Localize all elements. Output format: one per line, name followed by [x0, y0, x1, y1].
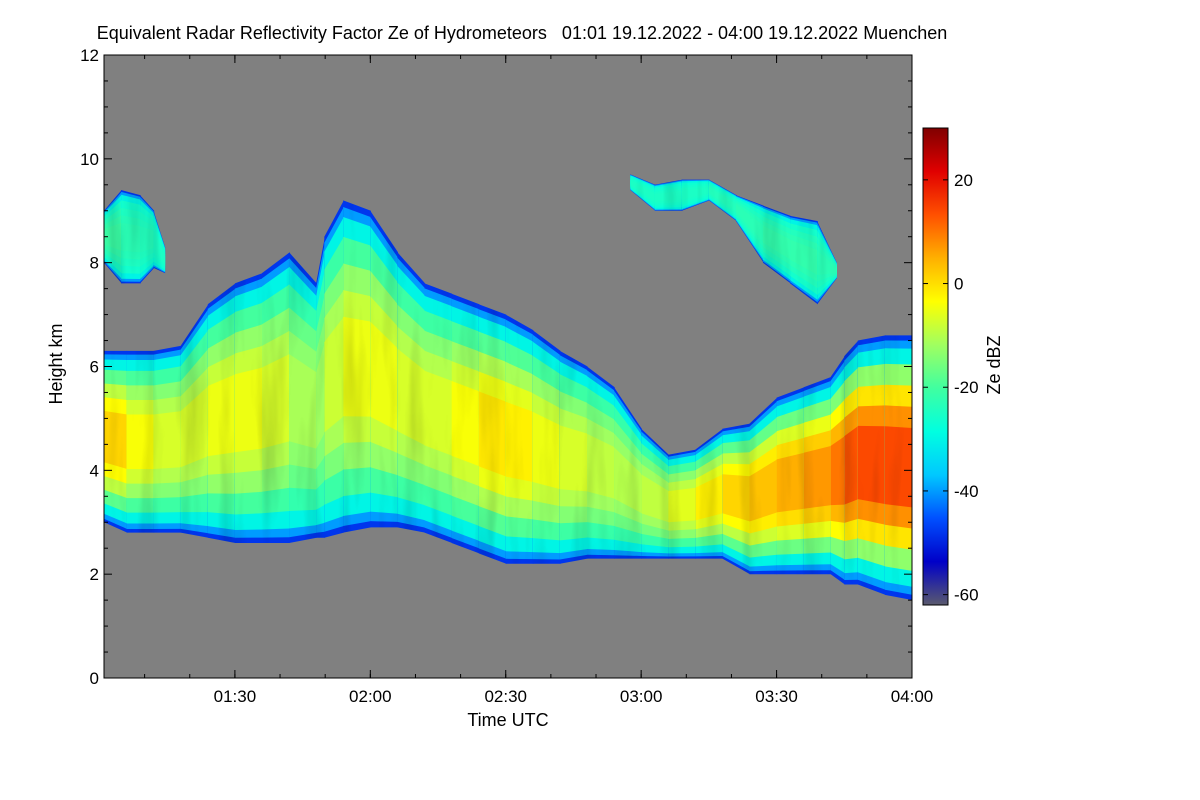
x-tick-label: 02:30	[484, 687, 527, 706]
colorbar-tick-label: 20	[954, 171, 973, 190]
cloud-texture	[104, 190, 165, 284]
x-axis-label: Time UTC	[467, 710, 548, 730]
colorbar-label: Ze dBZ	[984, 335, 1004, 394]
y-tick-label: 4	[90, 461, 99, 480]
plot-area	[104, 55, 912, 678]
colorbar-tick-label: -60	[954, 586, 979, 605]
x-tick-label: 03:30	[755, 687, 798, 706]
y-tick-label: 0	[90, 669, 99, 688]
cloud-edge	[104, 200, 912, 601]
x-tick-label: 04:00	[891, 687, 934, 706]
y-axis-label: Height km	[46, 323, 66, 404]
colorbar-ticks: -60 -40 -20 0 20	[923, 171, 979, 605]
cloud-edge	[630, 174, 837, 305]
y-tick-label: 6	[90, 358, 99, 377]
colorbar-tick-label: -40	[954, 482, 979, 501]
x-tick-label: 02:00	[349, 687, 392, 706]
reflectivity-layers	[104, 174, 912, 601]
cloud-layer-upper-cirrus-left	[104, 190, 166, 284]
cloud-texture	[104, 200, 912, 601]
y-tick-label: 10	[80, 150, 99, 169]
cloud-layer-upper-cirrus-right	[630, 174, 837, 305]
colorbar-gradient	[922, 127, 949, 606]
chart-title: Equivalent Radar Reflectivity Factor Ze …	[97, 23, 948, 43]
cloud-edge	[104, 190, 165, 284]
colorbar-tick-label: -20	[954, 378, 979, 397]
y-axis: 0 2 4 6 8 10 12	[80, 46, 912, 688]
y-tick-label: 8	[90, 254, 99, 273]
cloud-layer-main-precipitating-cloud	[104, 200, 912, 601]
colorbar: -60 -40 -20 0 20 Ze dBZ	[922, 127, 1004, 606]
y-tick-label: 12	[80, 46, 99, 65]
x-tick-label: 01:30	[214, 687, 257, 706]
x-axis: 01:30 02:00 02:30 03:00 03:30 04:00	[144, 55, 934, 706]
y-tick-label: 2	[90, 565, 99, 584]
colorbar-tick-label: 0	[954, 275, 963, 294]
x-tick-label: 03:00	[620, 687, 663, 706]
cloud-texture	[630, 174, 837, 305]
